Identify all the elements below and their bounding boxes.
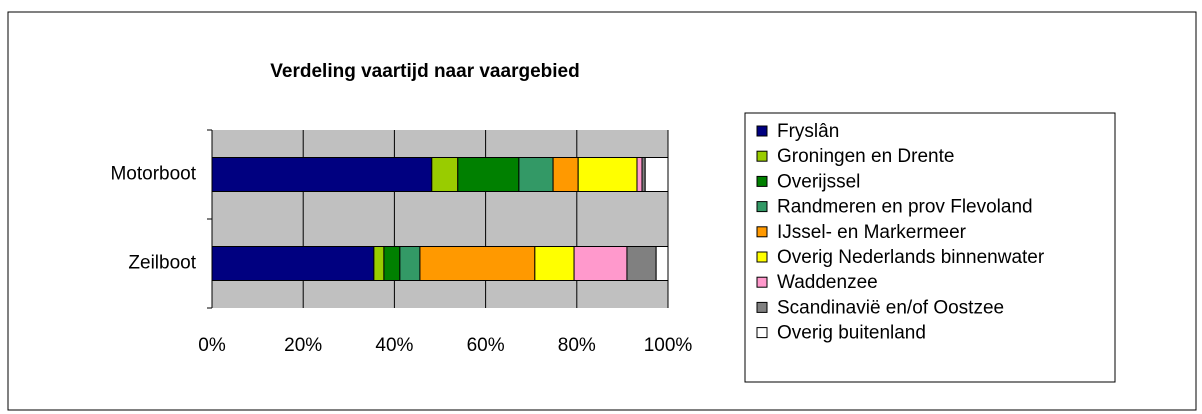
legend-swatch [756, 251, 768, 263]
x-tick-label: 0% [198, 335, 226, 356]
bar-segment [644, 157, 669, 192]
bar-segment [383, 246, 401, 281]
bar-segment [431, 157, 459, 192]
bar-segment [399, 246, 421, 281]
y-tick-label: Motorboot [110, 164, 196, 185]
legend-box [744, 112, 1116, 383]
legend-swatch [756, 175, 768, 187]
legend-label: Fryslân [777, 121, 839, 142]
chart-title: Verdeling vaartijd naar vaargebied [270, 61, 579, 82]
x-tick-label: 20% [284, 335, 322, 356]
bar-segment [373, 246, 385, 281]
y-tick-label: Zeilboot [128, 253, 196, 274]
bar-segment [518, 157, 554, 192]
legend-label: Overig Nederlands binnenwater [777, 247, 1045, 268]
legend-label: Scandinavië en/of Oostzee [777, 297, 1004, 318]
legend-label: Overig buitenland [777, 323, 926, 344]
legend-swatch [756, 301, 768, 313]
legend-label: Waddenzee [777, 272, 878, 293]
legend-swatch [756, 327, 768, 339]
bar-segment [655, 246, 669, 281]
plot-area [212, 130, 668, 308]
bar-segment [457, 157, 520, 192]
bar-segment [419, 246, 536, 281]
bar-segment [577, 157, 638, 192]
x-tick-label: 40% [375, 335, 413, 356]
bar-segment [552, 157, 579, 192]
legend-swatch [756, 201, 768, 213]
legend-label: Randmeren en prov Flevoland [777, 197, 1033, 218]
legend-swatch [756, 150, 768, 162]
legend-label: Groningen en Drente [777, 146, 954, 167]
x-tick-label: 60% [467, 335, 505, 356]
legend-label: Overijssel [777, 171, 860, 192]
bar-segment [636, 157, 643, 192]
bar-segment [573, 246, 628, 281]
x-tick-label: 80% [558, 335, 596, 356]
bar-segment [626, 246, 657, 281]
legend-swatch [756, 276, 768, 288]
legend-label: IJssel- en Markermeer [777, 222, 967, 243]
x-tick-label: 100% [644, 335, 693, 356]
bar-segment [211, 246, 375, 281]
bar-segment [211, 157, 433, 192]
legend-swatch [756, 226, 768, 238]
bar-segment [534, 246, 575, 281]
legend-swatch [756, 125, 768, 137]
